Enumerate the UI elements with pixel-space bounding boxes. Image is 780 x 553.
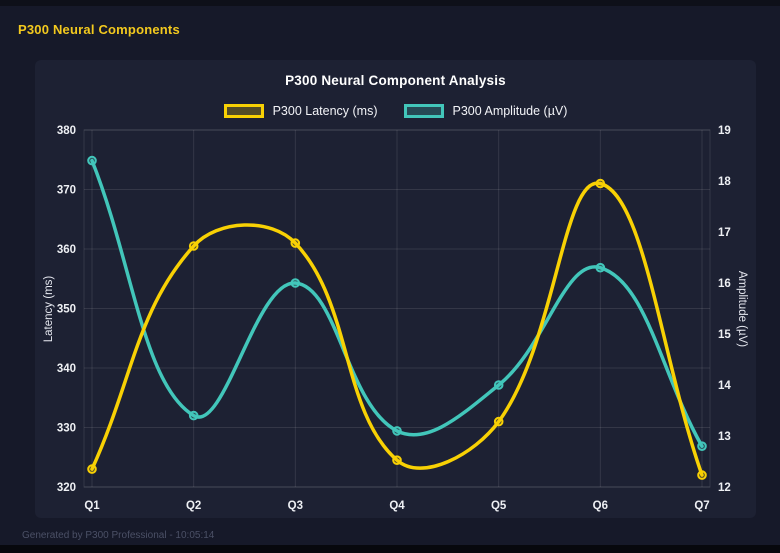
latency-point-Q5[interactable] (493, 416, 504, 427)
amplitude-point-Q7[interactable] (697, 441, 707, 452)
x-axis-tick: Q7 (694, 500, 709, 512)
legend-swatch-icon (223, 104, 264, 118)
amplitude-line (90, 158, 704, 448)
legend-swatch-icon (403, 104, 444, 118)
x-axis-tick: Q6 (593, 500, 608, 512)
x-axis-tick: Q3 (288, 500, 303, 512)
amplitude-point-Q1[interactable] (87, 155, 97, 166)
x-axis-tick: Q5 (491, 500, 507, 512)
left-axis-label: Latency (ms) (43, 275, 55, 343)
latency-point-Q7[interactable] (697, 470, 707, 480)
right-axis-label: Amplitude (µV) (736, 270, 748, 348)
tick-labels: 320 330 340 350 360 370 380 12 13 14 15 16 17 18 19 Q1 Q… (57, 125, 732, 512)
x-axis-tick: Q4 (389, 500, 405, 512)
right-axis-tick: 14 (718, 380, 731, 392)
amplitude-point-Q5[interactable] (493, 380, 504, 390)
amplitude-point-Q2[interactable] (188, 410, 199, 421)
bottom-edge (0, 545, 780, 553)
plot-border (83, 129, 711, 488)
x-axis-tick: Q1 (84, 500, 100, 512)
legend-item-latency[interactable]: P300 Latency (ms) (223, 104, 378, 118)
line-chart-canvas: 320 330 340 350 360 370 380 12 13 14 15 16 17 18 19 Q1 Q… (57, 125, 732, 512)
x-axis-tick: Q2 (186, 500, 201, 512)
chart-card: P300 Neural Component Analysis P300 Late… (35, 60, 756, 518)
latency-series (87, 178, 707, 480)
left-axis-tick: 370 (57, 185, 76, 197)
chart-title: P300 Neural Component Analysis (285, 73, 506, 88)
left-axis-tick: 320 (57, 482, 76, 494)
page-title: P300 Neural Components (18, 22, 180, 37)
right-axis-tick: 16 (718, 278, 731, 290)
left-axis-tick: 340 (57, 363, 76, 375)
top-edge (0, 0, 780, 6)
left-axis-tick: 380 (57, 125, 76, 137)
latency-point-Q1[interactable] (87, 464, 97, 474)
latency-point-Q2[interactable] (188, 241, 199, 251)
left-axis-tick: 360 (57, 244, 76, 256)
latency-line (90, 181, 704, 477)
legend-label: P300 Latency (ms) (272, 104, 378, 118)
latency-point-Q6[interactable] (595, 178, 606, 189)
left-axis-tick: 350 (57, 304, 76, 316)
legend-item-amplitude[interactable]: P300 Amplitude (µV) (403, 104, 568, 118)
footer-text: Generated by P300 Professional - 10:05:1… (22, 530, 215, 541)
left-axis-tick: 330 (57, 423, 76, 435)
right-axis-tick: 15 (718, 329, 731, 341)
amplitude-point-Q4[interactable] (392, 426, 402, 436)
legend-label: P300 Amplitude (µV) (452, 104, 568, 118)
right-axis-tick: 13 (718, 431, 731, 443)
chart-legend: P300 Latency (ms) P300 Amplitude (µV) (35, 104, 756, 118)
amplitude-point-Q3[interactable] (290, 278, 301, 288)
latency-point-Q3[interactable] (290, 238, 301, 248)
latency-point-Q4[interactable] (392, 455, 402, 466)
right-axis-tick: 19 (718, 125, 731, 137)
right-axis-tick: 18 (718, 176, 731, 188)
right-axis-tick: 12 (718, 482, 731, 494)
right-axis-tick: 17 (718, 227, 731, 239)
amplitude-point-Q6[interactable] (595, 262, 606, 273)
amplitude-series (87, 155, 707, 452)
